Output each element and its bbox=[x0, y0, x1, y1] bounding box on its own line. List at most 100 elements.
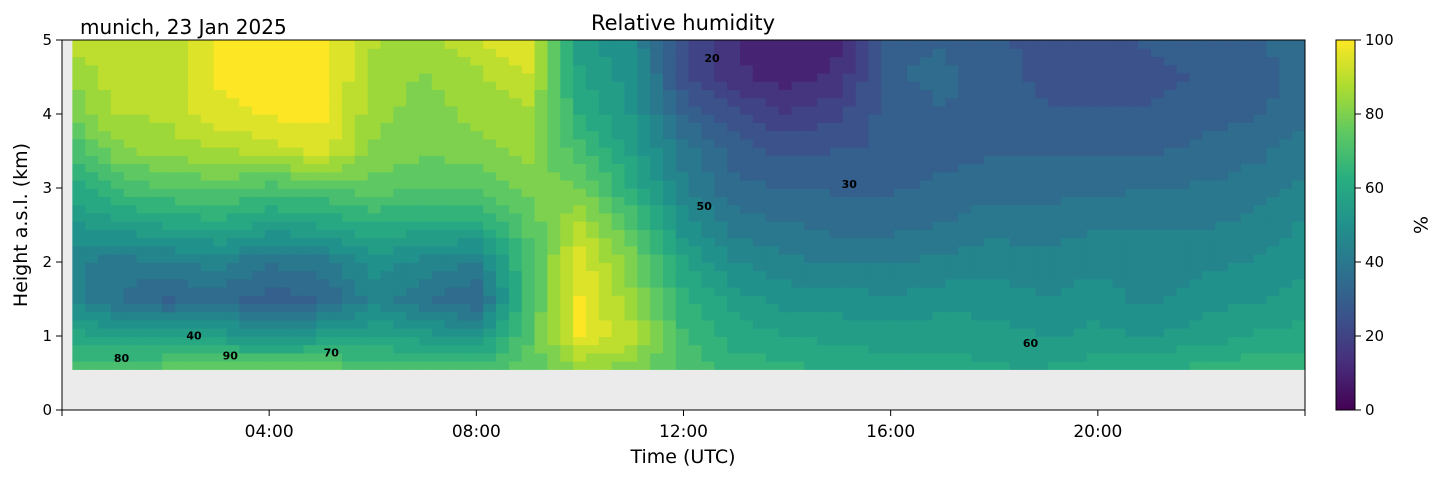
rh-cell bbox=[701, 336, 715, 346]
rh-cell bbox=[1073, 245, 1088, 255]
rh-cell bbox=[1035, 344, 1049, 354]
rh-cell bbox=[444, 286, 459, 296]
rh-cell bbox=[945, 303, 959, 313]
rh-cell bbox=[868, 114, 882, 123]
rh-cell bbox=[72, 278, 86, 288]
rh-cell bbox=[996, 286, 1011, 296]
rh-cell bbox=[419, 361, 433, 370]
rh-cell bbox=[534, 270, 549, 280]
rh-cell bbox=[919, 81, 934, 90]
rh-cell bbox=[547, 48, 561, 58]
rh-cell bbox=[1189, 212, 1203, 222]
rh-cell bbox=[470, 56, 484, 66]
rh-cell bbox=[277, 138, 292, 148]
rh-cell bbox=[534, 245, 549, 255]
rh-cell bbox=[496, 81, 510, 90]
rh-cell bbox=[213, 212, 228, 222]
rh-cell bbox=[547, 278, 561, 288]
rh-cell bbox=[367, 204, 382, 214]
rh-cell bbox=[213, 319, 228, 329]
x-axis-label: Time (UTC) bbox=[629, 446, 735, 468]
rh-cell bbox=[1125, 270, 1139, 280]
rh-cell bbox=[496, 286, 510, 296]
rh-cell bbox=[380, 72, 394, 82]
rh-cell bbox=[765, 344, 780, 354]
rh-cell bbox=[457, 212, 471, 222]
rh-cell bbox=[765, 303, 780, 313]
rh-cell bbox=[868, 163, 882, 173]
rh-cell bbox=[521, 97, 536, 107]
rh-cell bbox=[149, 147, 163, 156]
rh-cell bbox=[1227, 237, 1242, 247]
rh-cell bbox=[149, 97, 163, 107]
rh-cell bbox=[804, 171, 818, 181]
rh-cell bbox=[1279, 270, 1293, 280]
rh-cell bbox=[149, 278, 163, 288]
rh-cell bbox=[470, 204, 484, 214]
rh-cell bbox=[200, 81, 215, 90]
rh-cell bbox=[637, 221, 651, 230]
rh-cell bbox=[290, 254, 305, 263]
y-axis-label: Height a.s.l. (km) bbox=[10, 143, 32, 307]
rh-cell bbox=[650, 64, 664, 74]
rh-cell bbox=[419, 270, 433, 280]
rh-cell bbox=[727, 122, 741, 132]
rh-cell bbox=[765, 237, 780, 247]
rh-cell bbox=[1048, 221, 1062, 230]
rh-cell bbox=[791, 311, 805, 321]
rh-cell bbox=[483, 278, 497, 288]
rh-cell bbox=[1099, 328, 1113, 337]
rh-cell bbox=[1099, 130, 1113, 140]
rh-cell bbox=[1176, 48, 1191, 58]
rh-cell bbox=[778, 344, 792, 354]
rh-cell bbox=[868, 40, 882, 49]
rh-cell bbox=[752, 344, 767, 354]
rh-cell bbox=[1138, 303, 1152, 313]
rh-cell bbox=[1202, 344, 1216, 354]
rh-cell bbox=[1240, 237, 1255, 247]
rh-cell bbox=[906, 40, 921, 49]
rh-cell bbox=[175, 188, 189, 198]
rh-cell bbox=[611, 147, 626, 156]
rh-cell bbox=[971, 262, 985, 272]
rh-cell bbox=[508, 344, 523, 354]
rh-cell bbox=[329, 48, 343, 58]
y-tick-label: 4 bbox=[42, 105, 52, 123]
rh-cell bbox=[175, 328, 189, 337]
rh-cell bbox=[624, 229, 638, 239]
rh-cell bbox=[367, 147, 382, 156]
rh-cell bbox=[380, 344, 394, 354]
rh-cell bbox=[791, 171, 805, 181]
rh-cell bbox=[945, 81, 959, 90]
rh-cell bbox=[611, 352, 626, 362]
colorbar-tick-label: 20 bbox=[1365, 327, 1384, 345]
rh-cell bbox=[149, 229, 163, 239]
rh-cell bbox=[367, 163, 382, 173]
rh-cell bbox=[984, 237, 998, 247]
rh-cell bbox=[342, 40, 356, 49]
rh-cell bbox=[727, 229, 741, 239]
rh-cell bbox=[98, 97, 112, 107]
rh-cell bbox=[996, 328, 1011, 337]
rh-cell bbox=[560, 171, 574, 181]
rh-cell bbox=[534, 204, 549, 214]
rh-cell bbox=[98, 48, 112, 58]
rh-cell bbox=[1202, 171, 1216, 181]
rh-cell bbox=[817, 89, 831, 99]
rh-cell bbox=[406, 122, 420, 132]
rh-cell bbox=[187, 295, 202, 305]
rh-cell bbox=[611, 155, 626, 165]
rh-cell bbox=[1138, 48, 1152, 58]
rh-cell bbox=[829, 105, 844, 115]
rh-cell bbox=[624, 196, 638, 206]
rh-cell bbox=[1099, 48, 1113, 58]
rh-cell bbox=[868, 204, 882, 214]
rh-cell bbox=[1189, 303, 1203, 313]
rh-cell bbox=[932, 114, 947, 123]
rh-cell bbox=[1163, 278, 1178, 288]
rh-cell bbox=[110, 97, 125, 107]
rh-cell bbox=[906, 64, 921, 74]
rh-cell bbox=[1227, 212, 1242, 222]
rh-cell bbox=[239, 221, 253, 230]
rh-cell bbox=[842, 89, 857, 99]
